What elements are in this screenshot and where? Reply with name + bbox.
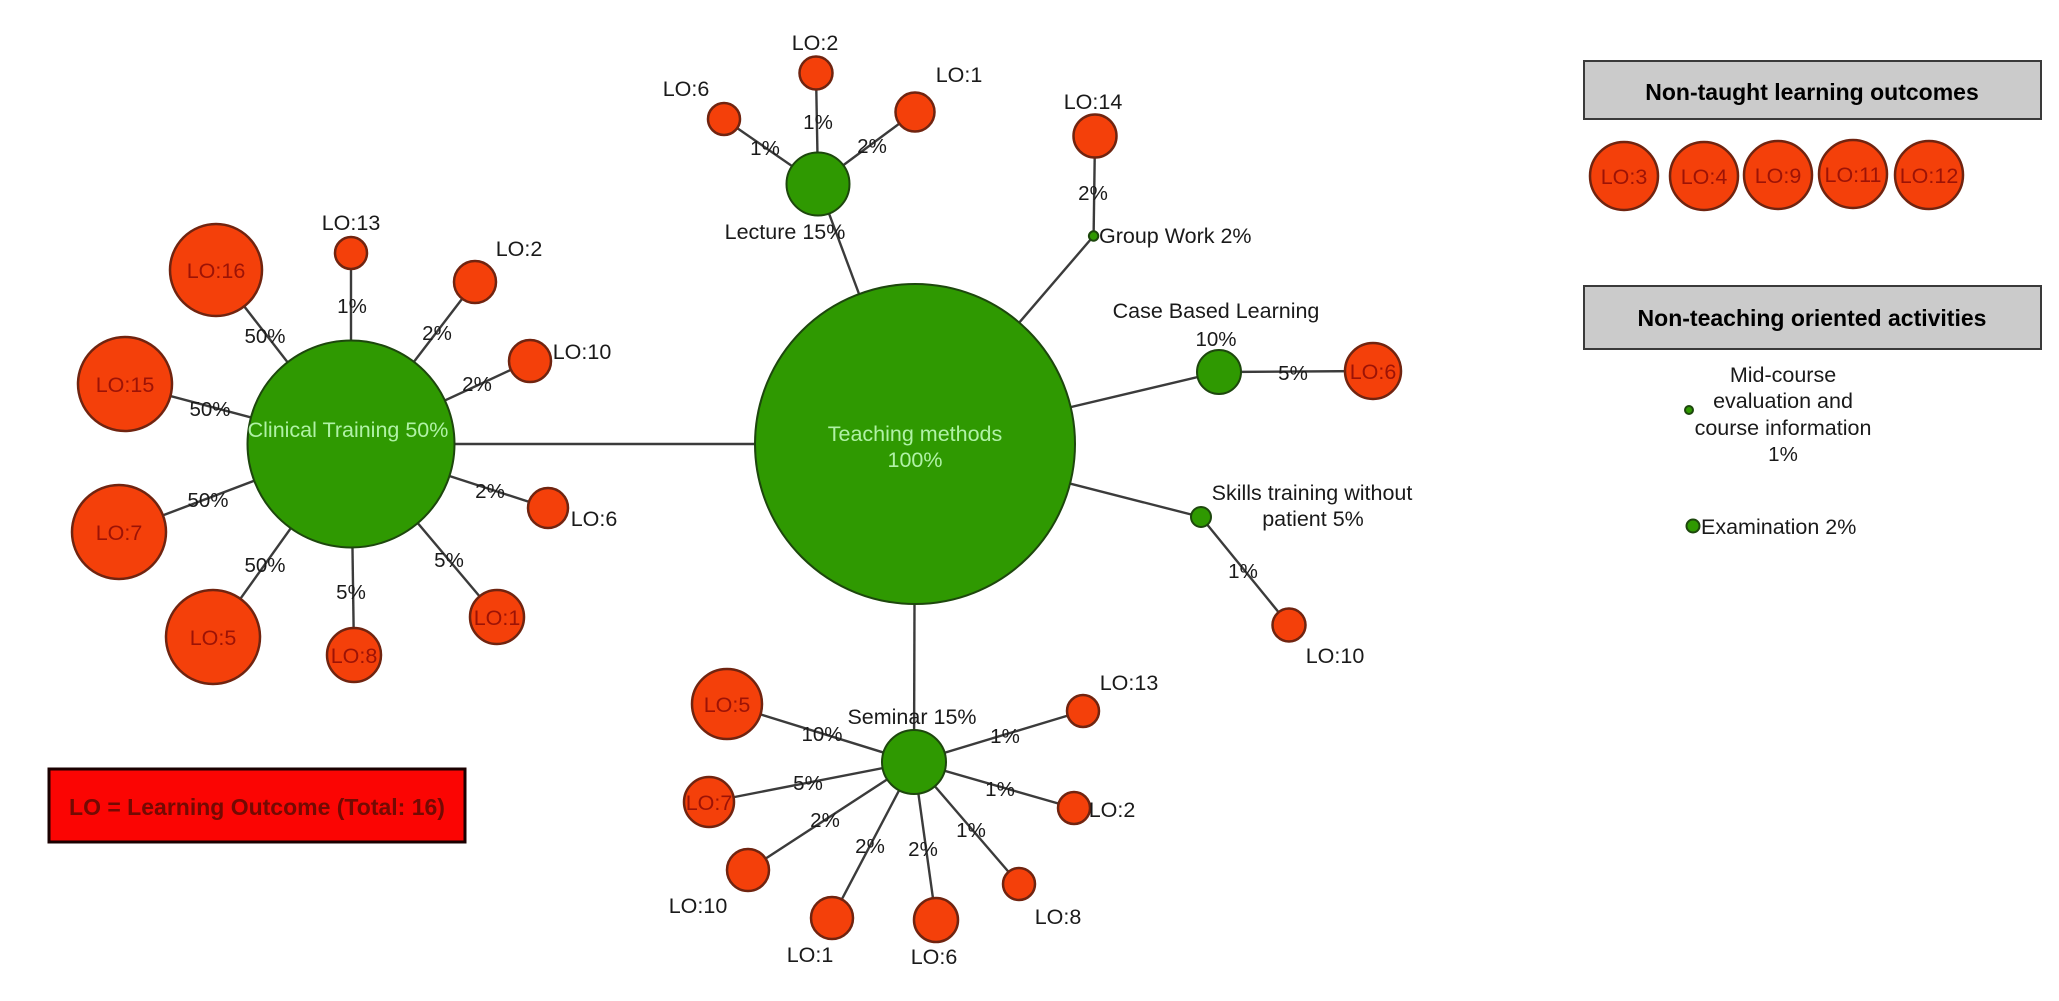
svg-text:LO:2: LO:2 <box>1089 798 1136 822</box>
svg-text:LO:9: LO:9 <box>1755 164 1802 188</box>
svg-text:LO:4: LO:4 <box>1681 165 1728 189</box>
svg-text:LO:7: LO:7 <box>686 791 733 815</box>
svg-text:Non-teaching oriented activiti: Non-teaching oriented activities <box>1638 305 1987 331</box>
svg-text:LO:1: LO:1 <box>936 63 983 87</box>
svg-text:1%: 1% <box>990 725 1020 748</box>
svg-text:50%: 50% <box>187 489 228 512</box>
svg-text:LO:5: LO:5 <box>704 693 751 717</box>
svg-text:2%: 2% <box>855 835 885 858</box>
svg-text:LO:2: LO:2 <box>496 237 543 261</box>
svg-text:Group Work 2%: Group Work 2% <box>1099 224 1252 248</box>
svg-text:10%: 10% <box>801 723 842 746</box>
svg-text:2%: 2% <box>422 322 452 345</box>
svg-text:5%: 5% <box>434 549 464 572</box>
svg-text:Teaching methods: Teaching methods <box>828 422 1003 446</box>
svg-text:10%: 10% <box>1195 328 1236 351</box>
svg-text:LO:1: LO:1 <box>787 943 834 967</box>
svg-text:LO:7: LO:7 <box>96 521 143 545</box>
svg-text:2%: 2% <box>857 135 887 158</box>
svg-text:1%: 1% <box>803 111 833 134</box>
svg-text:LO:8: LO:8 <box>331 644 378 668</box>
svg-text:2%: 2% <box>1078 182 1108 205</box>
svg-text:2%: 2% <box>475 480 505 503</box>
svg-text:2%: 2% <box>908 838 938 861</box>
svg-text:Seminar 15%: Seminar 15% <box>847 705 976 729</box>
svg-text:Case Based Learning: Case Based Learning <box>1113 299 1320 323</box>
svg-text:1%: 1% <box>1768 443 1798 466</box>
svg-text:patient 5%: patient 5% <box>1262 507 1364 531</box>
svg-text:LO:10: LO:10 <box>669 894 728 918</box>
svg-text:5%: 5% <box>336 581 366 604</box>
svg-text:LO:11: LO:11 <box>1825 163 1882 187</box>
svg-text:LO:6: LO:6 <box>663 77 710 101</box>
svg-text:2%: 2% <box>462 373 492 396</box>
svg-text:5%: 5% <box>1278 362 1308 385</box>
svg-text:LO:6: LO:6 <box>1350 360 1397 384</box>
svg-text:Clinical Training 50%: Clinical Training 50% <box>248 418 449 442</box>
svg-text:Non-taught learning outcomes: Non-taught learning outcomes <box>1645 79 1979 105</box>
svg-text:2%: 2% <box>810 809 840 832</box>
svg-text:LO:10: LO:10 <box>1306 644 1365 668</box>
svg-text:1%: 1% <box>956 819 986 842</box>
svg-text:LO:15: LO:15 <box>96 373 155 397</box>
svg-text:LO:10: LO:10 <box>553 340 612 364</box>
svg-text:Examination 2%: Examination 2% <box>1701 515 1856 539</box>
svg-text:Mid-course: Mid-course <box>1730 363 1836 387</box>
svg-text:50%: 50% <box>244 554 285 577</box>
svg-text:1%: 1% <box>1228 560 1258 583</box>
svg-text:LO:13: LO:13 <box>1100 671 1159 695</box>
svg-text:50%: 50% <box>189 398 230 421</box>
svg-text:LO = Learning Outcome (Total:: LO = Learning Outcome (Total: 16) <box>69 794 445 820</box>
svg-text:Skills training without: Skills training without <box>1212 481 1413 505</box>
svg-text:50%: 50% <box>244 325 285 348</box>
svg-text:LO:12: LO:12 <box>1900 164 1959 188</box>
svg-text:LO:14: LO:14 <box>1064 90 1123 114</box>
svg-text:LO:16: LO:16 <box>187 259 246 283</box>
svg-text:LO:3: LO:3 <box>1601 165 1648 189</box>
svg-text:5%: 5% <box>793 772 823 795</box>
svg-text:LO:6: LO:6 <box>911 945 958 969</box>
svg-text:100%: 100% <box>888 448 943 472</box>
svg-text:1%: 1% <box>750 137 780 160</box>
svg-text:LO:8: LO:8 <box>1035 905 1082 929</box>
svg-text:LO:13: LO:13 <box>322 211 381 235</box>
svg-text:LO:5: LO:5 <box>190 626 237 650</box>
svg-text:1%: 1% <box>337 295 367 318</box>
svg-text:course information: course information <box>1695 416 1872 440</box>
svg-text:LO:6: LO:6 <box>571 507 618 531</box>
svg-text:evaluation and: evaluation and <box>1713 389 1853 413</box>
svg-text:Lecture 15%: Lecture 15% <box>725 220 846 244</box>
svg-text:LO:2: LO:2 <box>792 31 839 55</box>
svg-text:1%: 1% <box>985 778 1015 801</box>
svg-text:LO:1: LO:1 <box>474 606 521 630</box>
